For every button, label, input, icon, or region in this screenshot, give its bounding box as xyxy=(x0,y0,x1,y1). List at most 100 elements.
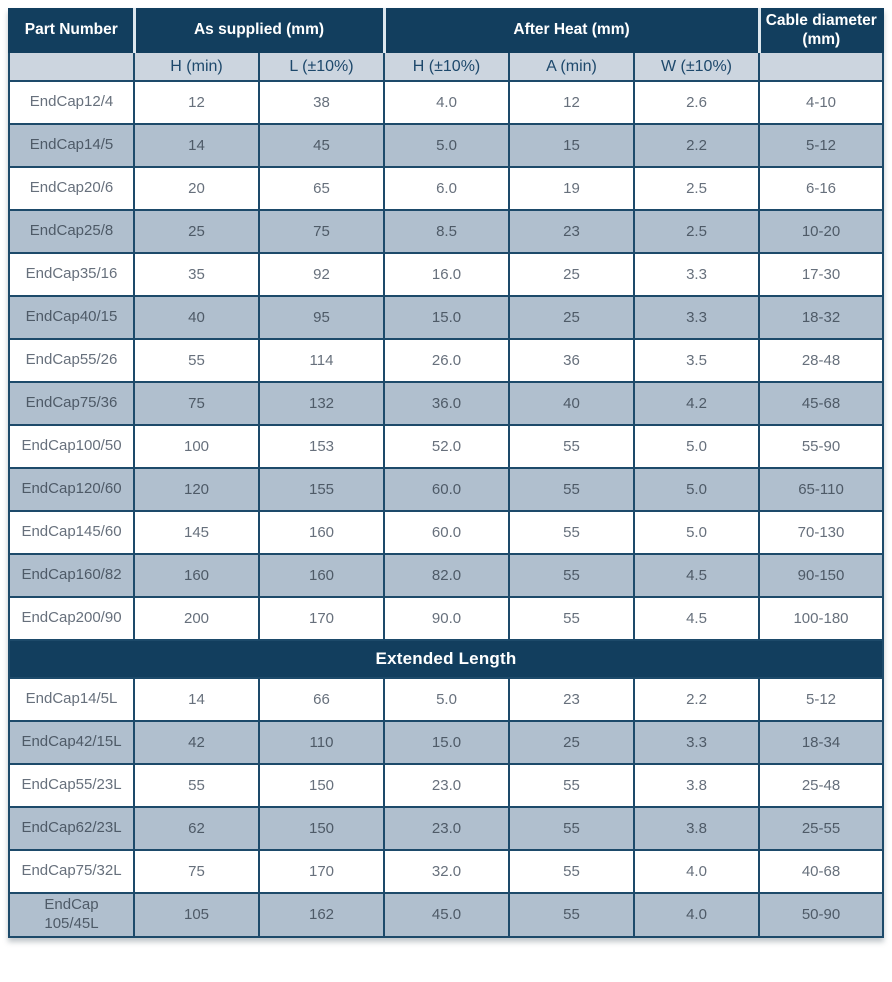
part-number-cell: EndCap14/5L xyxy=(8,677,135,723)
w-heat-cell: 3.8 xyxy=(633,763,761,809)
table-row: EndCap14/5L 14 66 5.0 23 2.2 5-12 xyxy=(8,677,884,723)
part-number-cell: EndCap40/15 xyxy=(8,295,135,341)
a-heat-cell: 55 xyxy=(508,510,636,556)
cable-diameter-cell: 17-30 xyxy=(758,252,884,298)
h-heat-cell: 16.0 xyxy=(383,252,511,298)
a-heat-cell: 25 xyxy=(508,295,636,341)
table-row: EndCap42/15L 42 110 15.0 25 3.3 18-34 xyxy=(8,720,884,766)
table-row: EndCap14/5 14 45 5.0 15 2.2 5-12 xyxy=(8,123,884,169)
l-supplied-cell: 132 xyxy=(257,381,386,427)
a-heat-cell: 55 xyxy=(508,553,636,599)
l-supplied-cell: 65 xyxy=(257,166,386,212)
subheader-w-tol: W (±10%) xyxy=(633,51,761,83)
h-supplied-cell: 42 xyxy=(133,720,260,766)
part-number-cell: EndCap 105/45L xyxy=(8,892,135,938)
h-supplied-cell: 55 xyxy=(133,763,260,809)
w-heat-cell: 5.0 xyxy=(633,510,761,556)
cable-diameter-cell: 4-10 xyxy=(758,80,884,126)
a-heat-cell: 12 xyxy=(508,80,636,126)
a-heat-cell: 36 xyxy=(508,338,636,384)
part-number-cell: EndCap100/50 xyxy=(8,424,135,470)
table-row: EndCap 105/45L 105 162 45.0 55 4.0 50-90 xyxy=(8,892,884,938)
table-row: EndCap40/15 40 95 15.0 25 3.3 18-32 xyxy=(8,295,884,341)
column-header-cable-diameter: Cable diameter (mm) xyxy=(758,7,884,54)
w-heat-cell: 3.8 xyxy=(633,806,761,852)
w-heat-cell: 4.0 xyxy=(633,849,761,895)
part-number-cell: EndCap200/90 xyxy=(8,596,135,642)
l-supplied-cell: 95 xyxy=(257,295,386,341)
l-supplied-cell: 150 xyxy=(257,763,386,809)
h-heat-cell: 23.0 xyxy=(383,763,511,809)
h-supplied-cell: 200 xyxy=(133,596,260,642)
cable-diameter-cell: 90-150 xyxy=(758,553,884,599)
a-heat-cell: 15 xyxy=(508,123,636,169)
h-supplied-cell: 40 xyxy=(133,295,260,341)
a-heat-cell: 23 xyxy=(508,677,636,723)
section-header-row: Extended Length xyxy=(8,639,884,680)
h-heat-cell: 45.0 xyxy=(383,892,511,938)
a-heat-cell: 25 xyxy=(508,720,636,766)
table-row: EndCap35/16 35 92 16.0 25 3.3 17-30 xyxy=(8,252,884,298)
h-heat-cell: 32.0 xyxy=(383,849,511,895)
w-heat-cell: 3.5 xyxy=(633,338,761,384)
h-supplied-cell: 120 xyxy=(133,467,260,513)
table-row: EndCap200/90 200 170 90.0 55 4.5 100-180 xyxy=(8,596,884,642)
w-heat-cell: 4.0 xyxy=(633,892,761,938)
w-heat-cell: 2.2 xyxy=(633,123,761,169)
h-supplied-cell: 105 xyxy=(133,892,260,938)
w-heat-cell: 2.5 xyxy=(633,209,761,255)
l-supplied-cell: 150 xyxy=(257,806,386,852)
cable-diameter-cell: 10-20 xyxy=(758,209,884,255)
sub-header-row: H (min) L (±10%) H (±10%) A (min) W (±10… xyxy=(8,51,884,83)
subheader-empty-cell xyxy=(758,51,884,83)
h-heat-cell: 5.0 xyxy=(383,677,511,723)
a-heat-cell: 55 xyxy=(508,424,636,470)
l-supplied-cell: 92 xyxy=(257,252,386,298)
h-supplied-cell: 14 xyxy=(133,123,260,169)
cable-diameter-cell: 18-32 xyxy=(758,295,884,341)
l-supplied-cell: 66 xyxy=(257,677,386,723)
part-number-cell: EndCap55/23L xyxy=(8,763,135,809)
h-heat-cell: 15.0 xyxy=(383,720,511,766)
cable-diameter-cell: 6-16 xyxy=(758,166,884,212)
a-heat-cell: 25 xyxy=(508,252,636,298)
subheader-empty-cell xyxy=(8,51,135,83)
part-number-cell: EndCap14/5 xyxy=(8,123,135,169)
h-supplied-cell: 12 xyxy=(133,80,260,126)
table-row: EndCap20/6 20 65 6.0 19 2.5 6-16 xyxy=(8,166,884,212)
main-rows: EndCap12/4 12 38 4.0 12 2.6 4-10 EndCap14/5 14 45… xyxy=(8,80,884,642)
cable-diameter-cell: 40-68 xyxy=(758,849,884,895)
h-supplied-cell: 55 xyxy=(133,338,260,384)
a-heat-cell: 55 xyxy=(508,467,636,513)
cable-diameter-cell: 18-34 xyxy=(758,720,884,766)
column-header-as-supplied: As supplied (mm) xyxy=(132,7,386,54)
a-heat-cell: 55 xyxy=(508,596,636,642)
subheader-l-tol: L (±10%) xyxy=(257,51,386,83)
h-supplied-cell: 100 xyxy=(133,424,260,470)
subheader-a-min: A (min) xyxy=(508,51,636,83)
h-supplied-cell: 62 xyxy=(133,806,260,852)
l-supplied-cell: 155 xyxy=(257,467,386,513)
a-heat-cell: 23 xyxy=(508,209,636,255)
cable-diameter-cell: 55-90 xyxy=(758,424,884,470)
h-heat-cell: 60.0 xyxy=(383,510,511,556)
w-heat-cell: 2.2 xyxy=(633,677,761,723)
cable-diameter-cell: 28-48 xyxy=(758,338,884,384)
section-header-label: Extended Length xyxy=(8,639,884,680)
w-heat-cell: 4.5 xyxy=(633,596,761,642)
l-supplied-cell: 45 xyxy=(257,123,386,169)
h-supplied-cell: 35 xyxy=(133,252,260,298)
cable-diameter-cell: 45-68 xyxy=(758,381,884,427)
h-supplied-cell: 25 xyxy=(133,209,260,255)
part-number-cell: EndCap145/60 xyxy=(8,510,135,556)
w-heat-cell: 4.5 xyxy=(633,553,761,599)
l-supplied-cell: 110 xyxy=(257,720,386,766)
h-heat-cell: 5.0 xyxy=(383,123,511,169)
part-number-cell: EndCap42/15L xyxy=(8,720,135,766)
table-row: EndCap55/23L 55 150 23.0 55 3.8 25-48 xyxy=(8,763,884,809)
cable-diameter-cell: 5-12 xyxy=(758,677,884,723)
w-heat-cell: 2.6 xyxy=(633,80,761,126)
l-supplied-cell: 170 xyxy=(257,596,386,642)
h-heat-cell: 90.0 xyxy=(383,596,511,642)
